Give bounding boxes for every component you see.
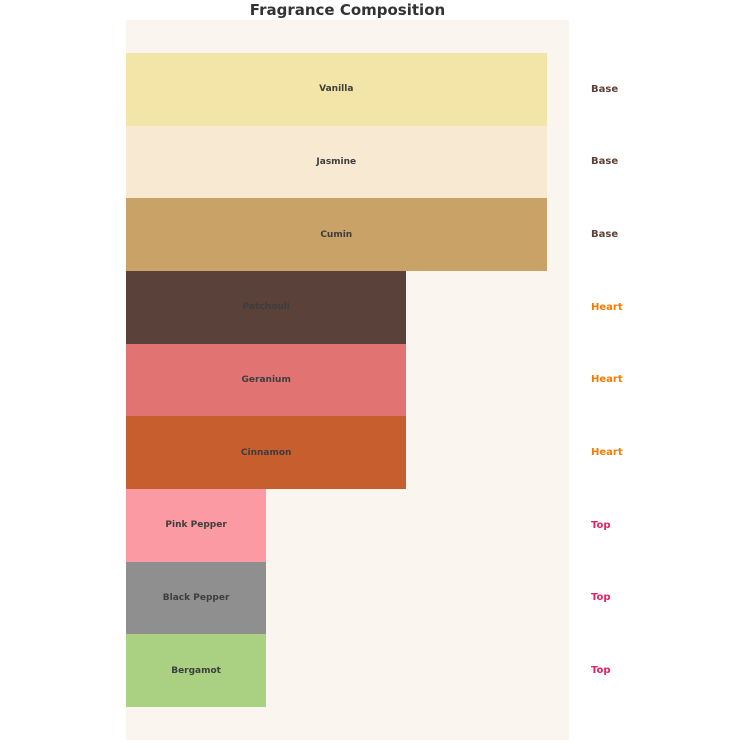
group-label-heart: Heart <box>591 301 623 313</box>
bar-label: Vanilla <box>319 84 354 95</box>
bar-label: Cumin <box>320 229 353 240</box>
bar-label: Black Pepper <box>162 592 230 603</box>
bar-cumin: Cumin <box>126 198 547 271</box>
chart-title: Fragrance Composition <box>249 1 446 19</box>
group-label-base: Base <box>591 83 619 95</box>
group-label-top: Top <box>591 592 611 604</box>
group-label-heart: Heart <box>591 374 623 386</box>
bar-label: Cinnamon <box>240 447 292 458</box>
plot-area: Vanilla Jasmine Cumin Patchouli Geranium Cinn… <box>126 20 569 740</box>
group-label-top: Top <box>591 519 611 531</box>
bar-label: Geranium <box>241 374 291 385</box>
group-label-top: Top <box>591 665 611 677</box>
bar-label: Patchouli <box>242 302 290 313</box>
bar-jasmine: Jasmine <box>126 125 547 199</box>
group-label-base: Base <box>591 229 619 241</box>
bar-geranium: Geranium <box>126 343 407 417</box>
bar-pink-pepper: Pink Pepper <box>126 489 267 562</box>
bar-black-pepper: Black Pepper <box>126 561 267 635</box>
bar-vanilla: Vanilla <box>126 53 547 126</box>
group-label-heart: Heart <box>591 447 623 459</box>
bar-label: Jasmine <box>316 156 357 167</box>
bar-label: Pink Pepper <box>165 520 227 531</box>
bar-cinnamon: Cinnamon <box>126 416 407 489</box>
group-label-base: Base <box>591 156 619 168</box>
bar-label: Bergamot <box>171 665 221 676</box>
bar-patchouli: Patchouli <box>126 271 407 344</box>
bar-bergamot: Bergamot <box>126 634 267 707</box>
